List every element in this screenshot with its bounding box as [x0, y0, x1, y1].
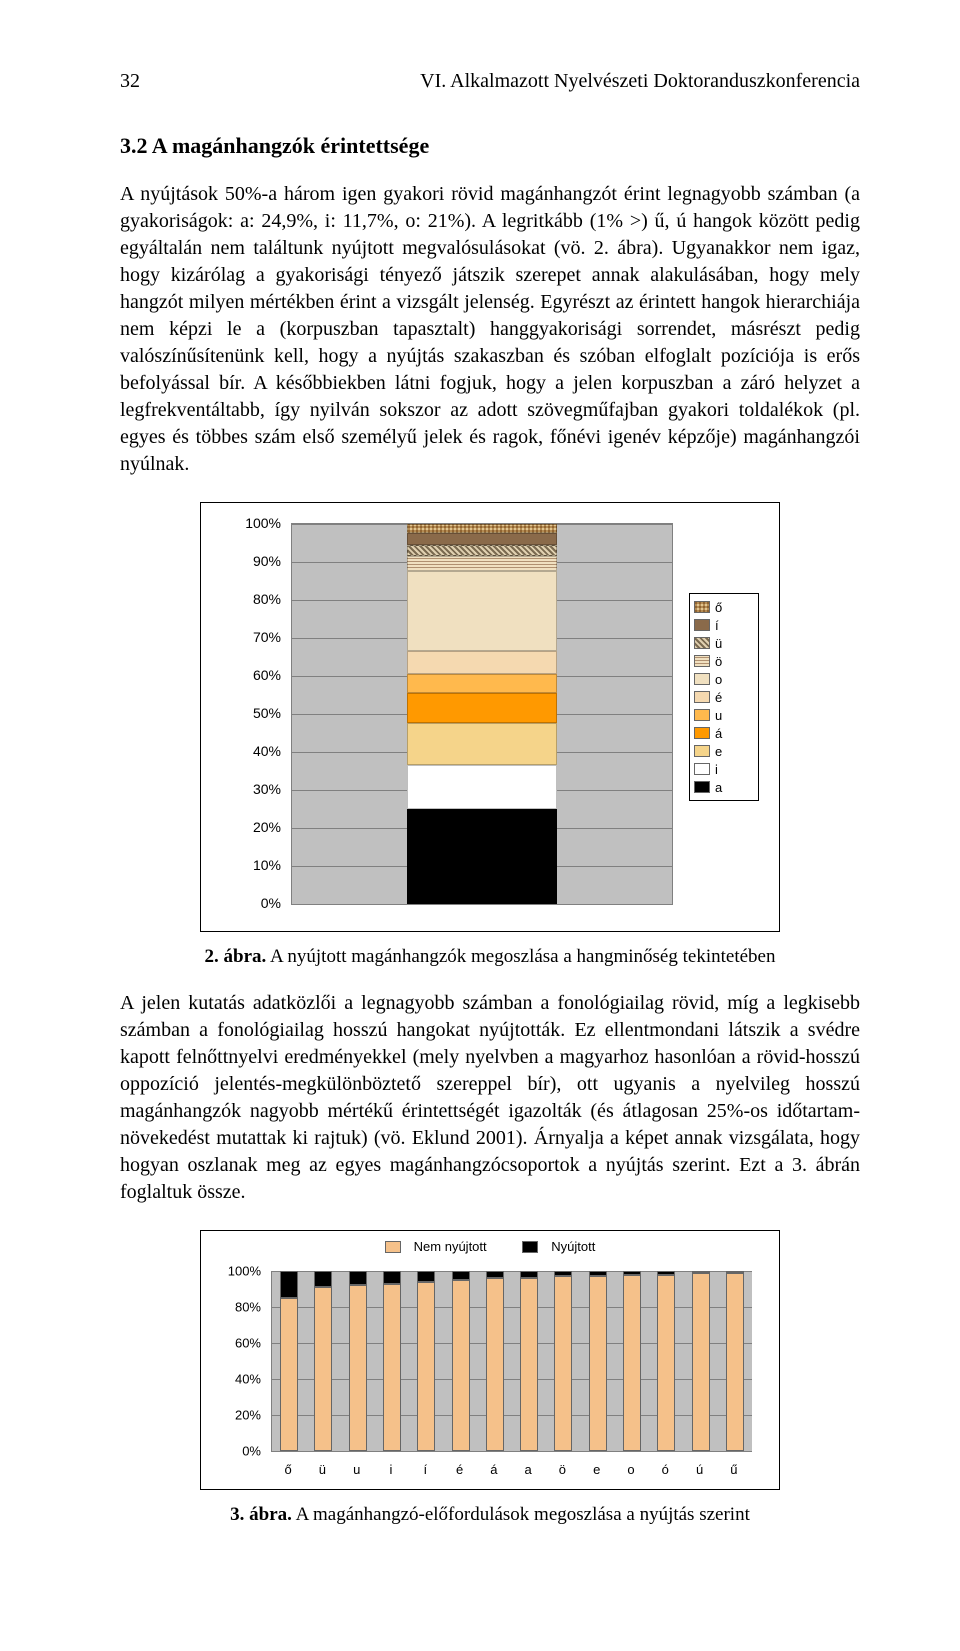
x-axis-label: ó	[655, 1462, 675, 1477]
stack-segment-ő	[407, 524, 557, 533]
stack-segment-ö	[407, 556, 557, 571]
figure-2-legend: őíüöoéuáeia	[689, 593, 759, 801]
bar-ü	[314, 1271, 332, 1451]
y-axis-label: 90%	[221, 553, 281, 569]
legend-item: á	[694, 724, 754, 742]
x-axis-label: o	[621, 1462, 641, 1477]
paragraph-1: A nyújtások 50%-a három igen gyakori röv…	[120, 181, 860, 478]
bar-í	[417, 1271, 435, 1451]
x-axis-label: e	[587, 1462, 607, 1477]
legend-item: o	[694, 670, 754, 688]
stack-segment-í	[407, 533, 557, 544]
figure-3-legend: Nem nyújtott Nyújtott	[201, 1239, 779, 1256]
legend-item: i	[694, 760, 754, 778]
stack-segment-ü	[407, 545, 557, 556]
y-axis-label: 80%	[221, 591, 281, 607]
running-title: VI. Alkalmazott Nyelvészeti Doktorandusz…	[420, 70, 860, 93]
stack-segment-á	[407, 693, 557, 723]
y-axis-label: 10%	[221, 857, 281, 873]
y-axis-label: 50%	[221, 705, 281, 721]
y-axis-label: 20%	[211, 1408, 261, 1423]
bar-e	[589, 1271, 607, 1451]
x-axis-label: ö	[552, 1462, 572, 1477]
bar-i	[383, 1271, 401, 1451]
figure-2-caption: 2. ábra. A nyújtott magánhangzók megoszl…	[120, 946, 860, 968]
paragraph-2: A jelen kutatás adatközlői a legnagyobb …	[120, 990, 860, 1206]
bar-ű	[726, 1271, 744, 1451]
stack-segment-e	[407, 723, 557, 765]
stack-segment-i	[407, 765, 557, 809]
y-axis-label: 60%	[211, 1336, 261, 1351]
legend-item: ő	[694, 598, 754, 616]
x-axis-label: é	[450, 1462, 470, 1477]
y-axis-label: 100%	[221, 515, 281, 531]
x-axis-label: ú	[690, 1462, 710, 1477]
legend-item: e	[694, 742, 754, 760]
x-axis-label: i	[381, 1462, 401, 1477]
x-axis-label: ű	[724, 1462, 744, 1477]
x-axis-label: a	[518, 1462, 538, 1477]
y-axis-label: 40%	[211, 1372, 261, 1387]
stack-segment-o	[407, 571, 557, 651]
y-axis-label: 40%	[221, 743, 281, 759]
bar-ő	[280, 1271, 298, 1451]
legend-item: u	[694, 706, 754, 724]
page-number: 32	[120, 70, 140, 93]
y-axis-label: 0%	[221, 895, 281, 911]
x-axis-label: í	[415, 1462, 435, 1477]
y-axis-label: 80%	[211, 1300, 261, 1315]
legend-item: é	[694, 688, 754, 706]
x-axis-label: ü	[312, 1462, 332, 1477]
bar-ó	[657, 1271, 675, 1451]
bar-ö	[554, 1271, 572, 1451]
legend-item: ü	[694, 634, 754, 652]
y-axis-label: 100%	[211, 1264, 261, 1279]
x-axis-label: á	[484, 1462, 504, 1477]
stack-segment-u	[407, 674, 557, 693]
bar-a	[520, 1271, 538, 1451]
figure-3-caption: 3. ábra. A magánhangzó-előfordulások meg…	[120, 1504, 860, 1526]
figure-3-chart: Nem nyújtott Nyújtott 0% 20% 40% 60% 80% 100%…	[200, 1230, 780, 1490]
y-axis-label: 30%	[221, 781, 281, 797]
y-axis-label: 0%	[211, 1444, 261, 1459]
x-axis-label: u	[347, 1462, 367, 1477]
bar-ú	[692, 1271, 710, 1451]
bar-u	[349, 1271, 367, 1451]
legend-item: í	[694, 616, 754, 634]
legend-item: a	[694, 778, 754, 796]
y-axis-label: 60%	[221, 667, 281, 683]
stack-segment-a	[407, 809, 557, 904]
bar-á	[486, 1271, 504, 1451]
bar-é	[452, 1271, 470, 1451]
y-axis-label: 20%	[221, 819, 281, 835]
stack-segment-é	[407, 651, 557, 674]
y-axis-label: 70%	[221, 629, 281, 645]
section-heading: 3.2 A magánhangzók érintettsége	[120, 133, 860, 159]
legend-item: ö	[694, 652, 754, 670]
bar-o	[623, 1271, 641, 1451]
x-axis-label: ő	[278, 1462, 298, 1477]
figure-2-chart: őíüöoéuáeia 0% 10% 20% 30% 40% 50% 60% 70% 80% 90…	[200, 502, 780, 932]
